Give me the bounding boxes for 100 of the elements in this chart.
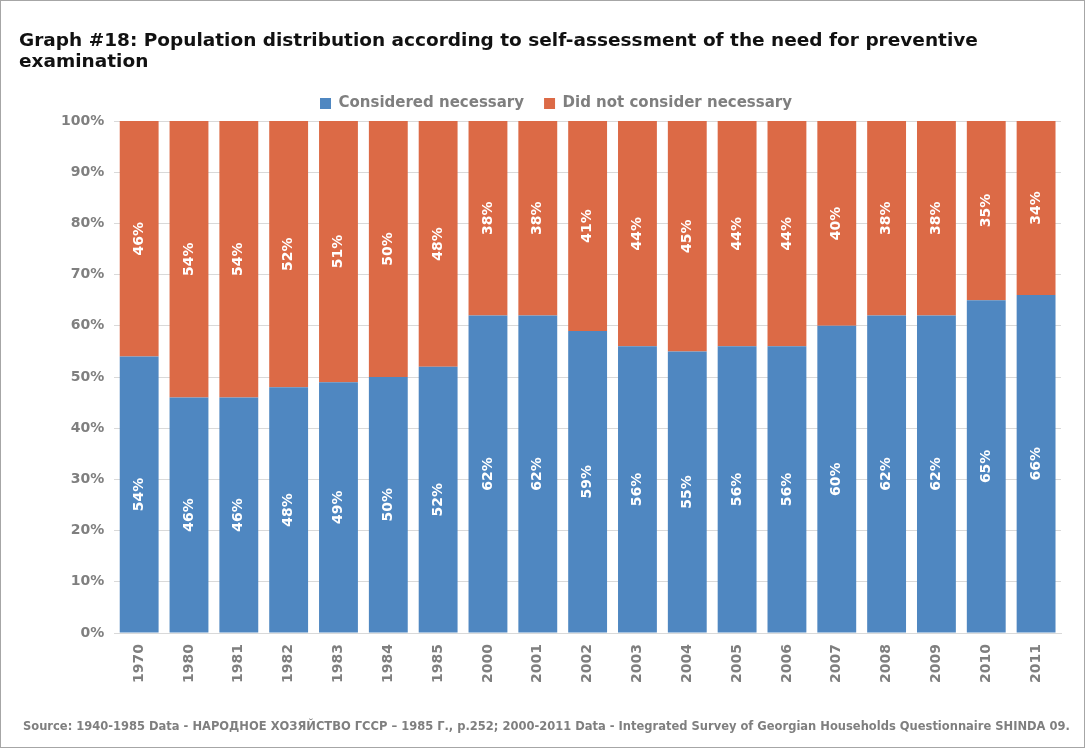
y-tick-label: 70%: [70, 265, 105, 282]
x-tick-label: 2008: [877, 644, 894, 683]
data-label: 55%: [677, 475, 694, 509]
data-label: 50%: [378, 232, 395, 266]
data-label: 56%: [777, 472, 794, 507]
bar: [219, 121, 259, 398]
x-tick-label: 2002: [578, 644, 595, 683]
data-label: 56%: [727, 472, 744, 507]
bar: [418, 366, 458, 633]
y-tick-label: 50%: [70, 367, 105, 384]
data-label: 66%: [1026, 447, 1043, 481]
data-label: 54%: [179, 242, 196, 277]
bar: [916, 121, 956, 316]
bar: [618, 346, 657, 633]
bar: [269, 387, 309, 633]
bar: [667, 351, 707, 633]
data-label: 44%: [777, 216, 794, 251]
bar: [319, 382, 358, 633]
bar: [319, 121, 358, 383]
y-tick-label: 90%: [70, 162, 105, 179]
x-tick-label: 2003: [628, 644, 645, 683]
x-tick-label: 1983: [329, 644, 346, 683]
data-label: 45%: [677, 219, 694, 253]
bar: [119, 121, 159, 357]
legend-label: Did not consider necessary: [562, 93, 793, 112]
data-label: 56%: [628, 472, 645, 507]
data-label: 62%: [877, 457, 894, 491]
bar: [1016, 295, 1056, 633]
bar: [568, 330, 608, 633]
data-label: 46%: [129, 222, 146, 256]
chart-title: Graph #18: Population distribution according to self-assessment of the need for preventive examination: [19, 29, 979, 71]
bar: [119, 356, 159, 633]
bar: [169, 121, 209, 398]
bar: [368, 377, 408, 633]
bar: [269, 121, 309, 388]
bar: [916, 315, 956, 633]
x-tick-label: 2010: [976, 643, 993, 683]
bar: [468, 121, 508, 316]
x-tick-label: 1984: [378, 643, 395, 683]
data-label: 44%: [727, 216, 744, 251]
x-tick-label: 1980: [179, 643, 196, 683]
x-tick-label: 2011: [1026, 644, 1043, 683]
bar: [418, 121, 458, 367]
data-label: 38%: [528, 201, 545, 236]
bar: [867, 315, 907, 633]
x-tick-label: 2000: [478, 643, 495, 683]
x-tick-label: 2007: [827, 644, 844, 683]
data-label: 48%: [428, 227, 445, 261]
data-label: 49%: [329, 490, 346, 525]
bar: [518, 315, 558, 633]
bar: [717, 121, 757, 347]
source-note: Source: 1940-1985 Data - НАРОДНОЕ ХОЗЯЙСТВО ГССР – 1985 Г., p.252; 2000-2011 Data - Integrated Survey of Georgian Households Questionnaire SHINDA 09.: [23, 719, 1070, 733]
bar: [1016, 121, 1056, 296]
data-label: 51%: [329, 234, 346, 269]
data-label: 62%: [528, 457, 545, 491]
data-label: 40%: [827, 206, 844, 241]
data-label: 50%: [378, 488, 395, 522]
x-tick-label: 2004: [677, 643, 694, 683]
bar: [966, 121, 1006, 301]
data-label: 62%: [927, 457, 944, 491]
y-tick-label: 40%: [70, 418, 105, 435]
y-tick-label: 0%: [80, 623, 105, 640]
data-label: 65%: [976, 449, 993, 484]
x-tick-label: 2001: [528, 644, 545, 683]
x-tick-label: 2006: [777, 644, 794, 683]
bar: [219, 397, 259, 633]
y-tick-label: 30%: [70, 470, 105, 487]
bar: [568, 121, 608, 331]
legend-label: Considered necessary: [338, 93, 525, 112]
data-label: 52%: [279, 237, 296, 271]
x-tick-label: 1970: [129, 643, 146, 683]
data-label: 38%: [927, 201, 944, 236]
y-tick-label: 80%: [70, 214, 105, 231]
bar: [618, 121, 657, 347]
data-label: 60%: [827, 462, 844, 496]
bar: [468, 315, 508, 633]
data-label: 35%: [976, 193, 993, 228]
bar: [667, 121, 707, 352]
bar: [867, 121, 907, 316]
data-label: 44%: [628, 216, 645, 251]
data-label: 48%: [279, 493, 296, 527]
data-label: 34%: [1026, 191, 1043, 225]
x-tick-label: 1985: [428, 644, 445, 683]
x-tick-label: 1981: [229, 644, 246, 683]
bar: [518, 121, 558, 316]
x-tick-label: 2009: [927, 644, 944, 683]
bar: [169, 397, 209, 633]
data-label: 54%: [129, 477, 146, 512]
y-tick-label: 20%: [70, 521, 105, 538]
data-label: 52%: [428, 482, 445, 517]
data-label: 38%: [478, 201, 495, 236]
data-label: 59%: [578, 464, 595, 499]
y-tick-label: 60%: [70, 316, 105, 333]
data-label: 41%: [578, 209, 595, 243]
bar: [767, 346, 807, 633]
data-label: 46%: [229, 498, 246, 532]
bar: [817, 325, 857, 633]
data-label: 38%: [877, 201, 894, 236]
x-tick-label: 1982: [279, 644, 296, 683]
bar: [717, 346, 757, 633]
